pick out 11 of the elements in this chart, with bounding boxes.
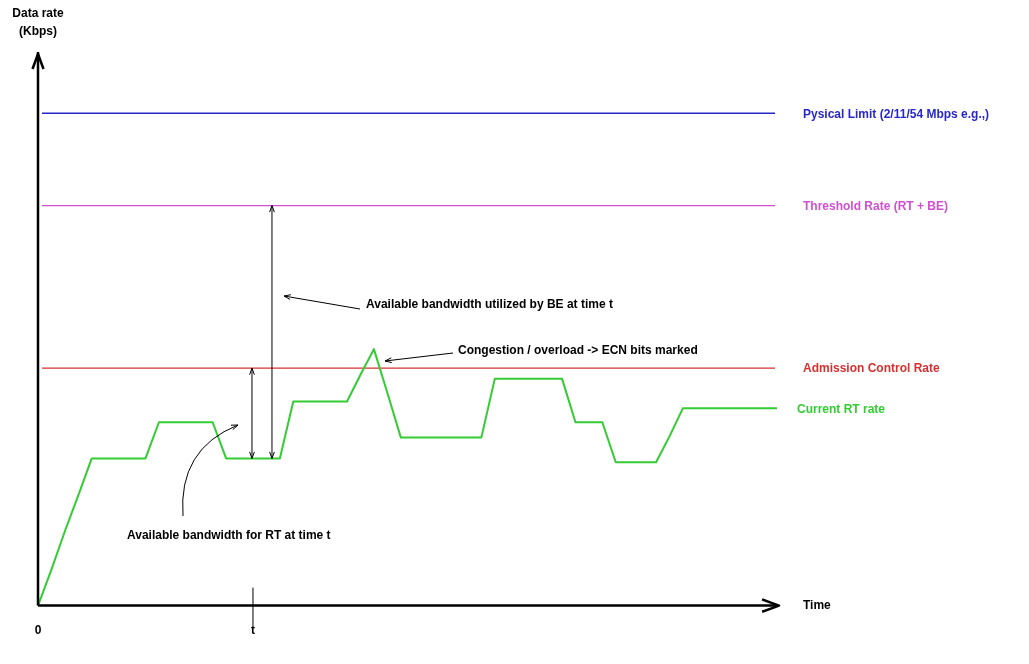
x-axis-title: Time bbox=[803, 597, 832, 612]
annotation: Available bandwidth for RT at time t bbox=[127, 528, 331, 543]
x-tick-label: t bbox=[250, 623, 255, 638]
text: Data rate (Kbps) bbox=[12, 6, 64, 39]
ref-line-label: Pysical Limit (2/11/54 Mbps e.g.,) bbox=[803, 106, 990, 121]
text: Available bandwidth utilized by BE at time t bbox=[366, 297, 613, 312]
series-label: Current RT rate bbox=[797, 402, 886, 417]
annotation: Congestion / overload -> ECN bits marked bbox=[458, 343, 698, 358]
x-tick-label: 0 bbox=[34, 623, 42, 638]
ref-line-label: Threshold Rate (RT + BE) bbox=[803, 198, 949, 213]
ref-line-label: Admission Control Rate bbox=[803, 361, 940, 376]
